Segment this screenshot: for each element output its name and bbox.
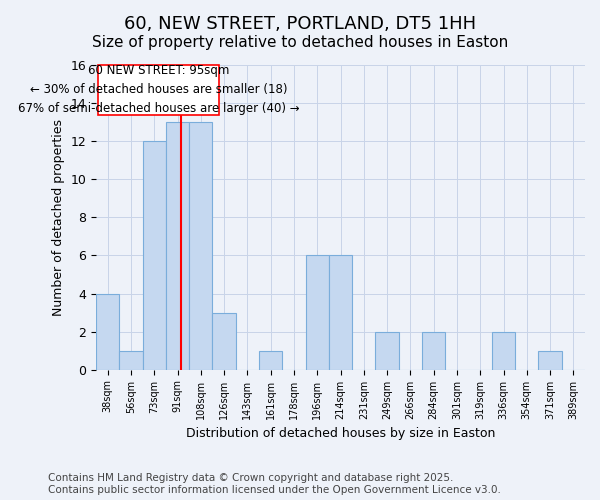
Bar	[119, 350, 143, 370]
FancyBboxPatch shape	[98, 65, 220, 114]
Bar	[492, 332, 515, 370]
Bar	[166, 122, 189, 370]
Text: Contains HM Land Registry data © Crown copyright and database right 2025.
Contai: Contains HM Land Registry data © Crown c…	[48, 474, 501, 495]
Bar	[96, 294, 119, 370]
Y-axis label: Number of detached properties: Number of detached properties	[52, 119, 65, 316]
Bar	[422, 332, 445, 370]
Text: 60 NEW STREET: 95sqm
← 30% of detached houses are smaller (18)
67% of semi-detac: 60 NEW STREET: 95sqm ← 30% of detached h…	[18, 64, 300, 116]
Bar	[538, 350, 562, 370]
Bar	[329, 256, 352, 370]
Bar	[212, 312, 236, 370]
Text: Size of property relative to detached houses in Easton: Size of property relative to detached ho…	[92, 35, 508, 50]
Text: 60, NEW STREET, PORTLAND, DT5 1HH: 60, NEW STREET, PORTLAND, DT5 1HH	[124, 15, 476, 33]
X-axis label: Distribution of detached houses by size in Easton: Distribution of detached houses by size …	[186, 427, 495, 440]
Bar	[305, 256, 329, 370]
Bar	[143, 141, 166, 370]
Bar	[189, 122, 212, 370]
Bar	[259, 350, 283, 370]
Bar	[376, 332, 399, 370]
